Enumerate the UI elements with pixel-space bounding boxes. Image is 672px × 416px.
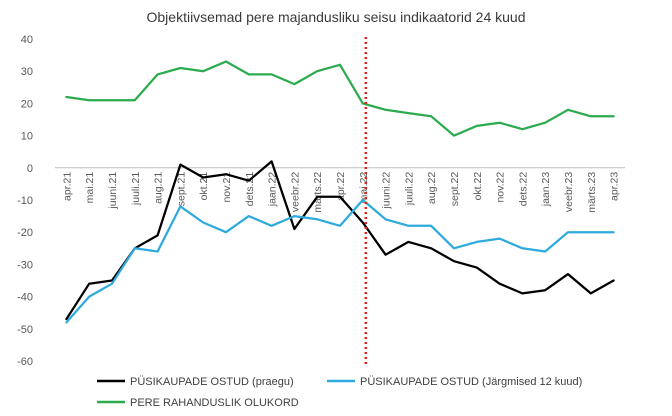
series-layer xyxy=(65,60,615,324)
y-tick-label: -40 xyxy=(17,292,33,304)
y-tick-label: 10 xyxy=(21,131,33,143)
y-tick-label: 40 xyxy=(21,34,33,46)
x-tick-label: märts.22 xyxy=(312,172,324,213)
x-tick-label: okt.21 xyxy=(198,172,210,201)
x-tick-label: mai.22 xyxy=(358,172,370,204)
legend: PÜSIKAUPADE OSTUD (praegu) PÜSIKAUPADE OS… xyxy=(97,376,582,409)
x-tick-label: sept.21 xyxy=(175,172,187,207)
y-tick-label: -30 xyxy=(17,259,33,271)
y-tick-label: -20 xyxy=(17,227,33,239)
x-tick-label: jaan.22 xyxy=(267,172,279,208)
legend-label-2: PÜSIKAUPADE OSTUD (Järgmised 12 kuud) xyxy=(360,376,582,388)
x-tick-label: aug.21 xyxy=(153,172,165,204)
x-tick-label: dets.22 xyxy=(517,172,529,207)
x-tick-label: veebr.22 xyxy=(289,172,301,212)
x-tick-label: okt.22 xyxy=(472,172,484,201)
y-tick-label: 0 xyxy=(27,163,33,175)
series-line-3 xyxy=(65,60,615,137)
x-tick-label: apr.21 xyxy=(61,172,73,201)
series-line-1 xyxy=(65,160,615,321)
x-tick-label: apr.23 xyxy=(609,172,621,201)
x-tick-label: aug.22 xyxy=(426,172,438,204)
series-line-2 xyxy=(65,198,615,324)
y-tick-label: 30 xyxy=(21,66,33,78)
chart-title: Objektiivsemad pere majandusliku seisu i… xyxy=(147,9,526,25)
x-tick-label: juuli.22 xyxy=(403,172,415,206)
legend-label-1: PÜSIKAUPADE OSTUD (praegu) xyxy=(130,376,294,388)
legend-label-3: PERE RAHANDUSLIK OLUKORD xyxy=(130,397,299,409)
x-tick-label: sept.22 xyxy=(449,172,461,207)
x-tick-label: juuni.22 xyxy=(381,172,393,210)
x-tick-label: juuli.21 xyxy=(130,172,142,206)
x-tick-label: nov.22 xyxy=(495,172,507,203)
y-tick-label: 20 xyxy=(21,98,33,110)
x-axis: apr.21 mai.21 juuni.21 juuli.21 aug.21 sept.2… xyxy=(61,172,620,213)
x-tick-label: jaan.23 xyxy=(540,172,552,208)
y-tick-label: -60 xyxy=(17,356,33,368)
x-tick-label: apr.22 xyxy=(335,172,347,201)
x-tick-label: märts.23 xyxy=(586,172,598,213)
x-tick-label: juuni.21 xyxy=(107,172,119,210)
x-tick-label: mai.21 xyxy=(84,172,96,204)
y-axis: 40 30 20 10 0 -10 -20 -30 -40 -50 -60 xyxy=(17,34,33,368)
y-tick-label: -50 xyxy=(17,324,33,336)
x-tick-label: nov.21 xyxy=(221,172,233,203)
x-tick-label: veebr.23 xyxy=(563,172,575,212)
y-tick-label: -10 xyxy=(17,195,33,207)
